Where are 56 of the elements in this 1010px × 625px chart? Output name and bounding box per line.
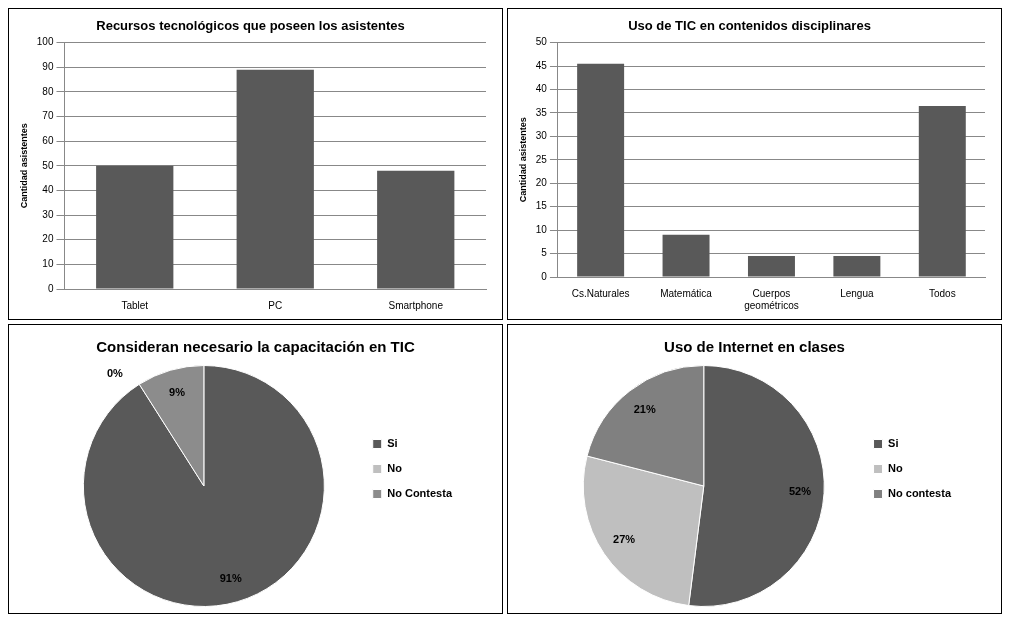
x-tick-label: Smartphone [388,299,444,311]
y-tick-label: 30 [535,130,548,142]
y-tick-label: 35 [535,106,548,118]
y-tick-label: 10 [42,258,54,270]
y-tick-label: 40 [42,184,54,196]
x-tick-label: Tablet [121,299,149,311]
x-tick-label: PC [268,299,283,311]
y-axis-title: Cantidad asistentes [18,123,29,209]
chart-title: Consideran necesario la capacitación en TIC [96,338,415,356]
y-tick-label: 60 [42,134,54,146]
y-tick-label: 40 [535,83,548,95]
y-axis-title: Cantidad asistentes [517,117,528,203]
legend-label: Si [387,437,398,450]
y-tick-label: 20 [535,176,548,188]
legend-label: No contesta [888,487,952,500]
data-label: 91% [219,571,242,584]
y-tick-label: 30 [42,208,54,220]
y-tick-label: 70 [42,110,54,122]
legend-label: Si [888,437,899,450]
chart-title: Uso de Internet en clases [664,338,845,356]
data-label: 52% [788,485,812,498]
bar [747,255,795,277]
y-tick-label: 25 [535,153,548,165]
y-tick-label: 80 [42,85,54,97]
x-tick-label: Todos [928,287,956,299]
bar [377,170,455,289]
y-tick-label: 15 [535,200,548,212]
y-tick-label: 45 [535,59,548,71]
bar [918,105,966,277]
legend-label: No [888,462,903,475]
y-tick-label: 100 [36,36,54,48]
chart-title: Uso de TIC en contenidos disciplinares [628,18,871,34]
x-tick-label: Lengua [840,287,874,299]
y-tick-label: 90 [42,60,54,72]
data-label: 9% [169,386,186,399]
y-tick-label: 0 [47,282,54,294]
bar [577,63,625,277]
data-label: 21% [633,402,656,415]
legend-label: No Contesta [387,487,453,500]
x-tick-label: Matemática [660,287,713,299]
y-tick-label: 5 [541,247,548,259]
data-label: 27% [613,533,636,546]
chart-title: Recursos tecnológicos que poseen los asistentes [96,18,405,34]
bar [96,165,174,289]
y-tick-label: 50 [535,36,548,48]
y-tick-label: 20 [42,233,54,245]
bar [236,69,314,289]
text: 0% [106,367,123,380]
legend-label: No [387,462,403,475]
y-tick-label: 50 [42,159,54,171]
y-tick-label: 10 [535,223,548,235]
y-tick-label: 0 [541,270,548,282]
x-tick-label: Cs.Naturales [571,287,630,299]
x-tick-label: Cuerpos geométricos [744,287,799,311]
bar [662,234,710,277]
bar [833,255,881,277]
